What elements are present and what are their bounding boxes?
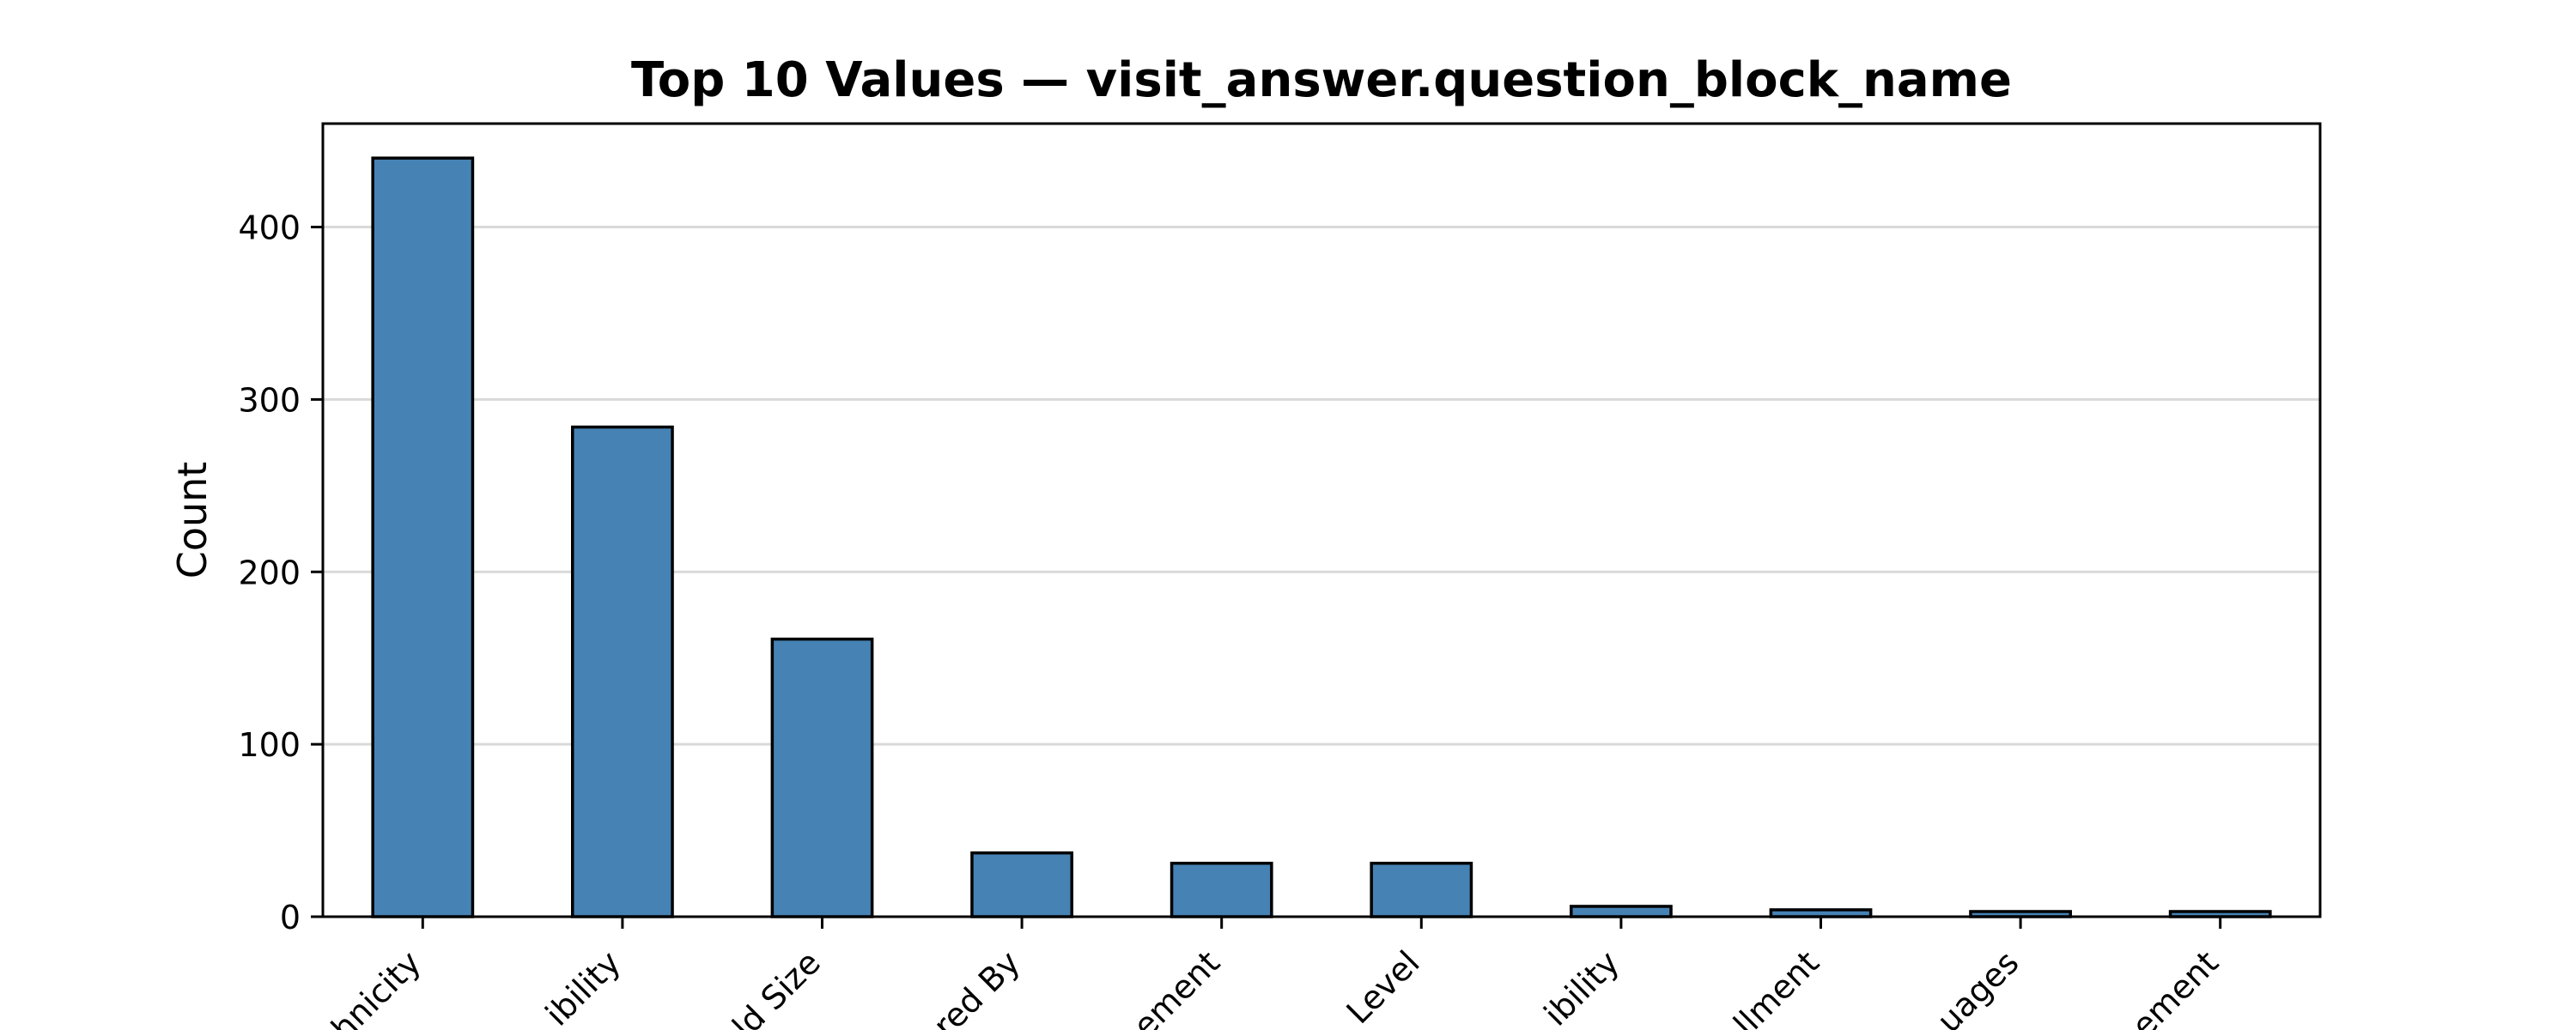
y-tick-label: 0 <box>280 899 301 936</box>
x-tick-label: hnicity <box>324 943 428 1030</box>
y-tick-label: 400 <box>238 209 301 247</box>
bar <box>371 156 475 918</box>
y-tick-label: 200 <box>238 554 301 591</box>
x-tick-label: Level <box>1340 943 1427 1030</box>
x-tick-label: uages <box>1929 943 2026 1030</box>
bars <box>371 156 2272 918</box>
bar <box>970 851 1073 918</box>
bar <box>1370 861 1473 918</box>
chart-title: Top 10 Values — visit_answer.question_bl… <box>631 52 2012 108</box>
x-tick-label: ibility <box>1537 943 1626 1030</box>
bar <box>571 425 674 918</box>
plot-frame <box>321 122 2322 918</box>
x-tick-label: red By <box>926 943 1027 1030</box>
x-tick-label: ement <box>2124 943 2226 1030</box>
y-axis-label: Count <box>169 462 216 579</box>
y-axis: 0 100 200 300 400 <box>238 209 323 936</box>
y-tick-label: 100 <box>238 726 301 764</box>
bar <box>1170 861 1273 918</box>
bar <box>770 637 874 918</box>
x-axis: hnicity ibility ld Size red By ement Level ibi… <box>324 917 2226 1030</box>
bar <box>1570 905 1673 918</box>
x-tick-label: ld Size <box>726 943 828 1030</box>
x-tick-label: ement <box>1126 943 1227 1030</box>
y-tick-label: 300 <box>238 381 301 419</box>
x-tick-label: ibility <box>538 943 628 1030</box>
x-tick-label: llment <box>1727 943 1826 1030</box>
